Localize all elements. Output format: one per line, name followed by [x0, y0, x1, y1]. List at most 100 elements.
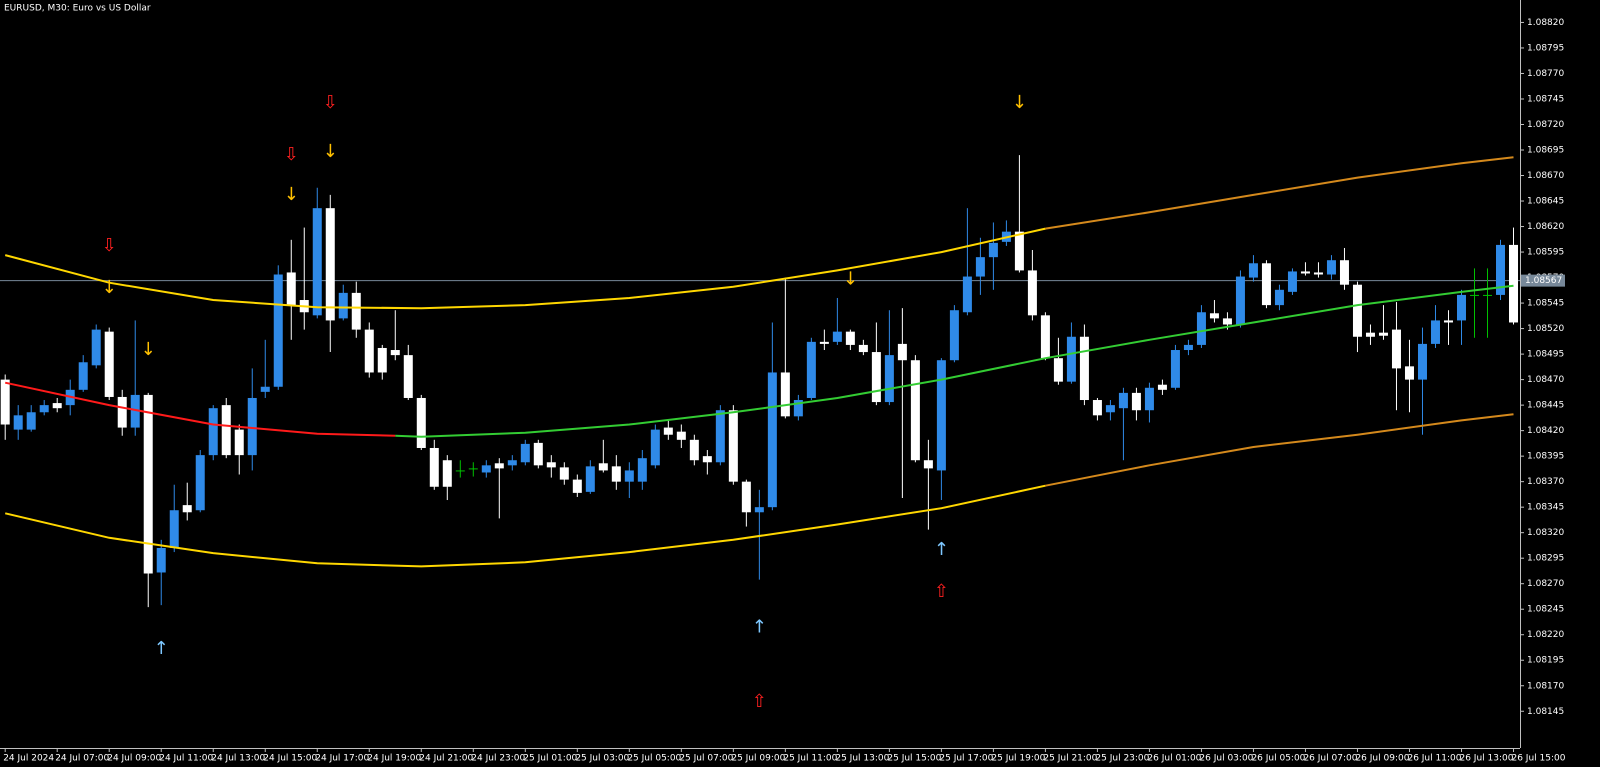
- candle-body: [455, 470, 465, 472]
- candle-body: [741, 481, 751, 513]
- candle-body: [13, 415, 23, 430]
- x-tick-label: 24 Jul 09:00: [107, 754, 161, 764]
- y-tick-label: 1.08145: [1527, 707, 1564, 717]
- x-tick-label: 26 Jul 03:00: [1199, 754, 1253, 764]
- candle-body: [663, 427, 673, 435]
- x-tick-label: 24 Jul 2024: [3, 754, 54, 764]
- candle-body: [637, 458, 647, 482]
- candle-body: [1248, 263, 1258, 278]
- candle-body: [0, 379, 10, 425]
- candle-body: [1430, 320, 1440, 344]
- y-tick-label: 1.08595: [1527, 248, 1564, 258]
- candle-body: [39, 405, 49, 413]
- x-tick-label: 25 Jul 13:00: [835, 754, 889, 764]
- candle-body: [156, 547, 166, 573]
- signal-arrow: ↑: [154, 638, 169, 659]
- signal-arrow: ↓: [1012, 92, 1027, 113]
- x-tick-label: 24 Jul 13:00: [211, 754, 265, 764]
- chart-title: EURUSD, M30: Euro vs US Dollar: [4, 4, 151, 14]
- candle-body: [390, 350, 400, 356]
- x-tick-label: 24 Jul 07:00: [55, 754, 109, 764]
- candle-body: [780, 372, 790, 417]
- x-tick-label: 24 Jul 17:00: [315, 754, 369, 764]
- candle-body: [1157, 384, 1167, 390]
- candle-body: [1235, 276, 1245, 325]
- band-line: [1045, 156, 1514, 230]
- x-tick-label: 24 Jul 11:00: [159, 754, 213, 764]
- candle-body: [715, 410, 725, 463]
- candle-body: [429, 447, 439, 487]
- y-tick-label: 1.08620: [1527, 222, 1564, 232]
- candle-body: [78, 362, 88, 390]
- x-tick-label: 24 Jul 19:00: [367, 754, 421, 764]
- candle-body: [507, 460, 517, 466]
- signal-arrow: ⇩: [323, 92, 338, 113]
- candle-body: [975, 257, 985, 277]
- candle-body: [117, 396, 127, 428]
- candle-body: [104, 331, 114, 397]
- signal-arrow: ↓: [102, 277, 117, 298]
- y-tick-label: 1.08820: [1527, 18, 1564, 28]
- price-label-box: [1521, 274, 1565, 287]
- y-tick-label: 1.08395: [1527, 452, 1564, 462]
- candle-body: [1456, 294, 1466, 321]
- band-line: [4, 381, 396, 437]
- candle-body: [572, 479, 582, 493]
- y-tick-label: 1.08495: [1527, 350, 1564, 360]
- candle-body: [910, 360, 920, 461]
- x-tick-label: 26 Jul 05:00: [1251, 754, 1305, 764]
- x-tick-label: 25 Jul 11:00: [783, 754, 837, 764]
- candle-body: [1053, 358, 1063, 382]
- candle-body: [1417, 343, 1427, 380]
- candle-body: [1287, 271, 1297, 292]
- y-tick-label: 1.08720: [1527, 120, 1564, 130]
- x-tick-label: 25 Jul 21:00: [1043, 754, 1097, 764]
- band-line: [4, 227, 1046, 310]
- candle-body: [559, 467, 569, 480]
- candle-body: [208, 408, 218, 456]
- y-tick-label: 1.08645: [1527, 197, 1564, 207]
- candle-body: [1378, 332, 1388, 336]
- candle-body: [520, 443, 530, 463]
- y-tick-label: 1.08295: [1527, 554, 1564, 564]
- candle-body: [884, 355, 894, 403]
- candle-body: [1326, 260, 1336, 275]
- x-tick-label: 26 Jul 01:00: [1147, 754, 1201, 764]
- candle-body: [1469, 294, 1479, 296]
- candle-body: [221, 405, 231, 456]
- candle-body: [442, 460, 452, 487]
- candle-body: [260, 386, 270, 392]
- x-tick-label: 25 Jul 15:00: [887, 754, 941, 764]
- candle-body: [325, 208, 335, 321]
- candle-body: [26, 412, 36, 430]
- candle-body: [273, 274, 283, 387]
- candle-body: [247, 397, 257, 456]
- candle-body: [1443, 320, 1453, 323]
- candle-body: [624, 470, 634, 482]
- y-tick-label: 1.08670: [1527, 171, 1564, 181]
- x-tick-label: 25 Jul 19:00: [991, 754, 1045, 764]
- candle-body: [1391, 329, 1401, 369]
- signal-arrow: ↑: [752, 617, 767, 638]
- candle-body: [962, 276, 972, 313]
- candle-body: [1209, 313, 1219, 319]
- candle-body: [1261, 263, 1271, 306]
- y-tick-label: 1.08245: [1527, 605, 1564, 615]
- candle-body: [1014, 231, 1024, 271]
- candle-body: [832, 331, 842, 342]
- candle-body: [364, 329, 374, 373]
- candle-body: [1274, 289, 1284, 306]
- candle-body: [1352, 284, 1362, 337]
- candle-body: [1118, 392, 1128, 409]
- candle-body: [468, 468, 478, 470]
- candle-body: [546, 462, 556, 468]
- x-tick-label: 24 Jul 15:00: [263, 754, 317, 764]
- x-tick-label: 25 Jul 01:00: [523, 754, 577, 764]
- x-tick-label: 26 Jul 07:00: [1303, 754, 1357, 764]
- candle-body: [533, 442, 543, 466]
- y-tick-label: 1.08270: [1527, 579, 1564, 589]
- y-tick-label: 1.08520: [1527, 324, 1564, 334]
- candle-body: [52, 403, 62, 409]
- candle-body: [286, 272, 296, 306]
- band-line: [4, 484, 1046, 568]
